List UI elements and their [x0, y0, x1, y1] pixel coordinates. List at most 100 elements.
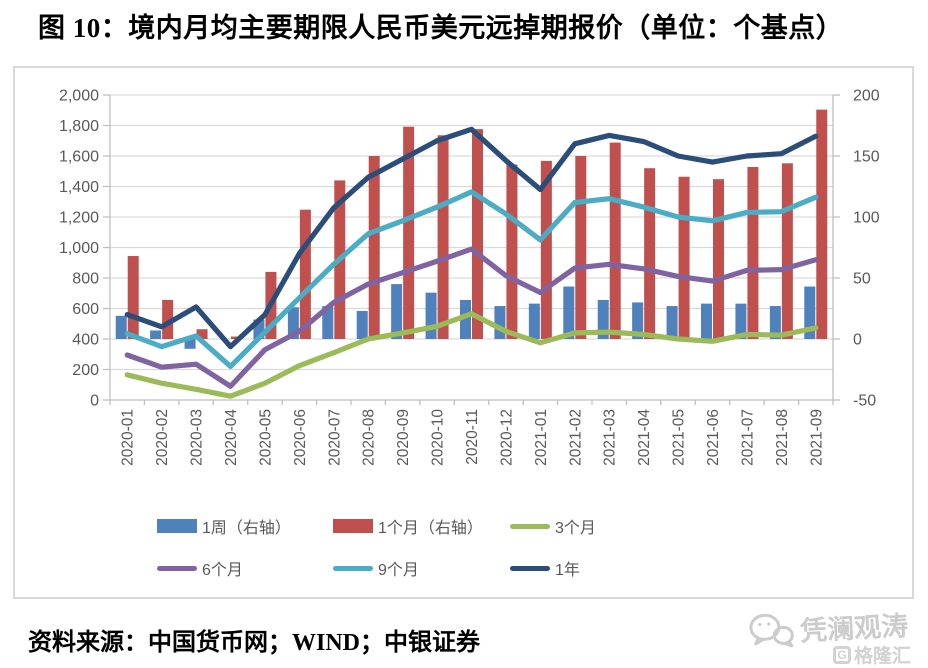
legend-label: 1年: [555, 562, 580, 579]
legend-label: 1个月（右轴）: [378, 520, 483, 537]
chart-line-6个月: [124, 246, 819, 389]
chart-bar-1周（右轴）-2020-05: [253, 319, 265, 339]
chart-bar-1个月（右轴）-2020-06: [299, 209, 311, 339]
chart-bar-1个月（右轴）-2021-06: [713, 179, 724, 339]
chart-bar-1周（右轴）-2020-09: [391, 284, 403, 339]
chart-bar-1个月（右轴）-2021-02: [575, 156, 587, 339]
chart-bar-1个月（右轴）-2020-11: [472, 129, 483, 339]
figure-title: 图 10：境内月均主要期限人民币美元远掉期报价（单位：个基点）: [38, 13, 844, 43]
legend-swatch-1个月（右轴）: [333, 519, 373, 533]
chart-bar-1周（右轴）-2021-02: [563, 286, 575, 339]
chart-bar-1个月（右轴）-2021-05: [678, 176, 690, 339]
x-axis-category-label: 2020-05: [257, 409, 274, 466]
left-axis-tick-label: 800: [72, 271, 99, 288]
x-axis-category-label: 2021-09: [808, 409, 825, 466]
legend-label: 9个月: [378, 562, 419, 579]
legend-item-9个月: 9个月: [333, 556, 419, 580]
x-axis-category-label: 2020-09: [395, 409, 412, 466]
left-axis-tick-label: 1,400: [59, 179, 99, 196]
chart-line-3个月: [124, 311, 819, 399]
chart-bar-1个月（右轴）-2020-09: [403, 126, 415, 339]
chart-bar-1个月（右轴）-2021-01: [540, 160, 552, 339]
x-axis-category-label: 2020-10: [430, 409, 447, 466]
x-axis-category-label: 2021-02: [567, 409, 584, 466]
right-axis-tick-label: 100: [853, 210, 880, 227]
chart-bar-1周（右轴）-2021-03: [597, 299, 609, 339]
x-axis-category-label: 2020-01: [120, 409, 137, 466]
chart-bar-1个月（右轴）-2020-01: [127, 256, 139, 339]
chart-bar-1个月（右轴）-2020-08: [368, 156, 380, 339]
right-axis-tick-label: 0: [853, 332, 862, 349]
wechat-icon: [749, 613, 794, 647]
chart-bar-1周（右轴）-2020-10: [425, 292, 437, 339]
gelonghui-logo: G 格隆汇: [833, 641, 911, 668]
legend-item-1个月（右轴）: 1个月（右轴）: [333, 514, 483, 538]
right-axis-tick-label: 200: [853, 88, 880, 105]
left-axis-tick-label: 1,000: [59, 240, 99, 257]
chart-line-9个月: [124, 189, 819, 370]
chart-bar-1周（右轴）-2020-02: [150, 330, 162, 339]
source-note: 资料来源：中国货币网；WIND；中银证券: [28, 630, 481, 656]
chart-bar-1周（右轴）-2020-01: [115, 315, 127, 339]
x-axis-category-label: 2020-08: [361, 409, 378, 466]
right-axis-tick-label: 150: [853, 149, 880, 166]
chart-bar-1周（右轴）-2021-07: [735, 303, 747, 339]
chart-bar-1个月（右轴）-2020-12: [506, 164, 518, 339]
legend-label: 1周（右轴）: [202, 520, 291, 537]
x-axis-category-label: 2021-08: [774, 409, 791, 466]
legend-swatch-6个月: [157, 565, 197, 571]
x-axis-category-label: 2020-12: [498, 409, 515, 466]
legend-item-1年: 1年: [510, 556, 580, 580]
chart-bar-1个月（右轴）-2021-09: [816, 109, 828, 339]
x-axis-category-label: 2020-06: [292, 409, 309, 466]
legend-label: 6个月: [202, 562, 243, 579]
legend-item-6个月: 6个月: [157, 556, 243, 580]
x-axis-category-label: 2020-07: [326, 409, 343, 466]
chart-line-1年: [124, 126, 819, 350]
chart-bar-1周（右轴）-2020-06: [287, 307, 299, 339]
x-axis-category-label: 2020-11: [464, 409, 481, 465]
left-axis-tick-label: 400: [72, 332, 99, 349]
x-axis-category-label: 2021-07: [739, 409, 756, 466]
left-axis-tick-label: 1,800: [59, 118, 99, 135]
x-axis-category-label: 2021-05: [671, 409, 688, 466]
chart-bar-1周（右轴）-2021-04: [632, 302, 644, 339]
left-axis-tick-label: 0: [90, 393, 99, 410]
right-axis-tick-label: 50: [853, 271, 871, 288]
x-axis-category-label: 2020-04: [223, 409, 240, 466]
left-axis-tick-label: 200: [72, 362, 99, 379]
x-axis-category-label: 2021-06: [705, 409, 722, 466]
chart-bar-1周（右轴）-2020-11: [460, 299, 471, 339]
legend-swatch-9个月: [333, 565, 373, 571]
chart-bar-1个月（右轴）-2021-04: [644, 168, 656, 339]
chart-bar-1周（右轴）-2020-03: [184, 339, 196, 349]
legend-label: 3个月: [555, 520, 596, 537]
legend-item-3个月: 3个月: [510, 514, 596, 538]
legend-item-1周（右轴）: 1周（右轴）: [157, 514, 291, 538]
left-axis-tick-label: 2,000: [59, 88, 99, 105]
chart-bar-1周（右轴）-2021-01: [528, 303, 540, 339]
left-axis-tick-label: 1,200: [59, 210, 99, 227]
x-axis-category-label: 2020-02: [154, 409, 171, 466]
chart-bar-1周（右轴）-2021-09: [804, 286, 816, 339]
chart-bar-1周（右轴）-2021-08: [769, 306, 781, 339]
chart-bar-1个月（右轴）-2021-07: [747, 166, 759, 339]
chart-bar-1周（右轴）-2020-07: [322, 306, 334, 339]
left-axis-tick-label: 1,600: [59, 149, 99, 166]
chart-bar-1个月（右轴）-2021-08: [781, 163, 793, 339]
chart-bar-1个月（右轴）-2020-02: [162, 299, 174, 339]
chart-bar-1个月（右轴）-2020-10: [437, 135, 449, 339]
legend-swatch-1年: [510, 565, 550, 571]
chart-bar-1周（右轴）-2020-08: [356, 310, 368, 339]
gelonghui-icon: G: [833, 645, 851, 664]
gelonghui-logo-text: 格隆汇: [854, 646, 912, 667]
x-axis-category-label: 2020-03: [189, 409, 206, 466]
x-axis-category-label: 2021-03: [602, 409, 619, 466]
chart-bar-1个月（右轴）-2021-03: [609, 142, 621, 339]
x-axis-category-label: 2021-04: [636, 409, 653, 466]
chart-bar-1个月（右轴）-2020-03: [196, 329, 208, 339]
wechat-watermark: 凭澜观涛: [747, 604, 909, 651]
x-axis-category-label: 2021-01: [533, 409, 550, 466]
